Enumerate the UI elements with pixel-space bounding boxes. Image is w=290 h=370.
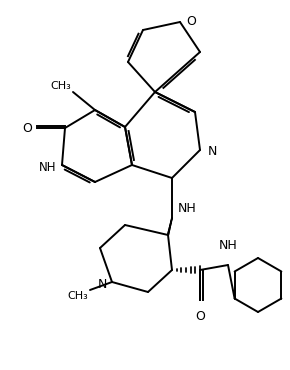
Text: CH₃: CH₃ [50,81,71,91]
Text: NH: NH [178,202,197,215]
Text: N: N [208,145,218,158]
Text: N: N [98,279,107,292]
Text: O: O [186,14,196,27]
Text: O: O [195,310,205,323]
Polygon shape [168,218,172,235]
Text: O: O [22,121,32,135]
Text: NH: NH [219,239,238,252]
Text: NH: NH [39,161,56,174]
Text: CH₃: CH₃ [67,291,88,301]
